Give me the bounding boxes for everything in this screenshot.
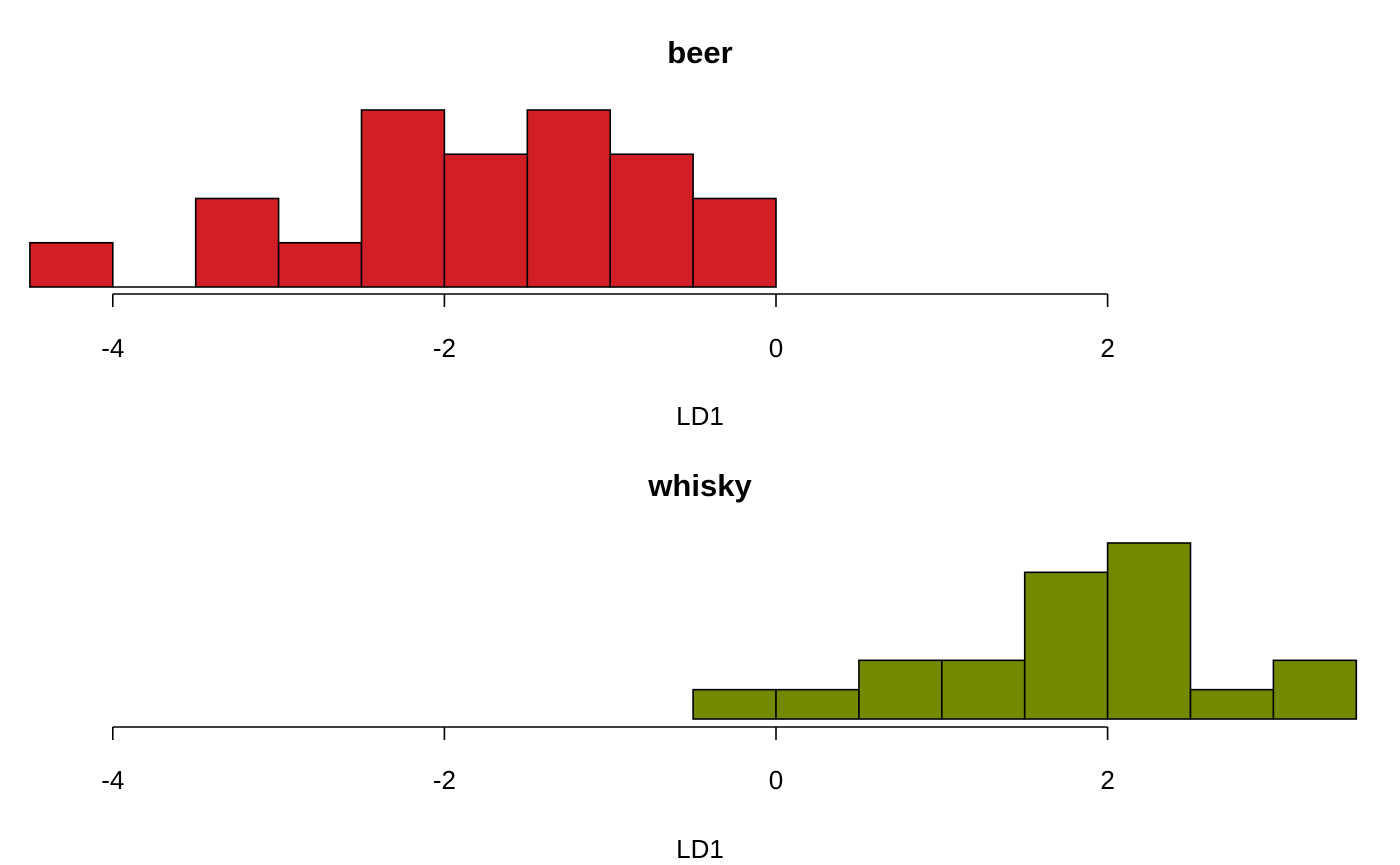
beer-bar	[194, 197, 280, 288]
whisky-bar	[692, 688, 777, 720]
beer-tick-label: 2	[1100, 333, 1114, 363]
beer-bar	[277, 241, 363, 288]
beer-bars	[29, 109, 777, 288]
beer-tick-label: -4	[101, 333, 124, 363]
whisky-tick-label: -4	[101, 765, 124, 795]
beer-bar	[692, 197, 777, 288]
beer-bar	[360, 109, 446, 288]
whisky-tick-label: 0	[769, 765, 783, 795]
whisky-bar	[775, 688, 860, 720]
beer-bar	[609, 153, 694, 288]
beer-tick-label: 0	[769, 333, 783, 363]
whisky-x-axis-label: LD1	[676, 834, 724, 864]
whisky-bar	[1189, 688, 1275, 720]
whisky-bar	[1023, 571, 1109, 720]
beer-bar	[29, 241, 114, 288]
whisky-bar	[940, 659, 1026, 720]
beer-histogram-panel: beer -4 -2 0 2 LD1	[29, 35, 1115, 431]
whisky-histogram-panel: whisky -4 -2 0 2 LD1	[101, 468, 1358, 864]
beer-tick-label: -2	[433, 333, 456, 363]
whisky-bar	[1272, 659, 1358, 720]
beer-x-axis-label: LD1	[676, 401, 724, 431]
whisky-bar	[1106, 542, 1192, 720]
beer-bar	[443, 153, 529, 288]
whisky-tick-label: 2	[1100, 765, 1114, 795]
whisky-panel-title: whisky	[647, 468, 752, 503]
whisky-bars	[692, 542, 1358, 720]
beer-panel-title: beer	[667, 35, 732, 70]
beer-bar	[526, 109, 611, 288]
whisky-tick-label: -2	[433, 765, 456, 795]
whisky-bar	[858, 659, 943, 720]
whisky-x-axis: -4 -2 0 2	[101, 726, 1115, 795]
beer-x-axis: -4 -2 0 2	[101, 293, 1115, 363]
